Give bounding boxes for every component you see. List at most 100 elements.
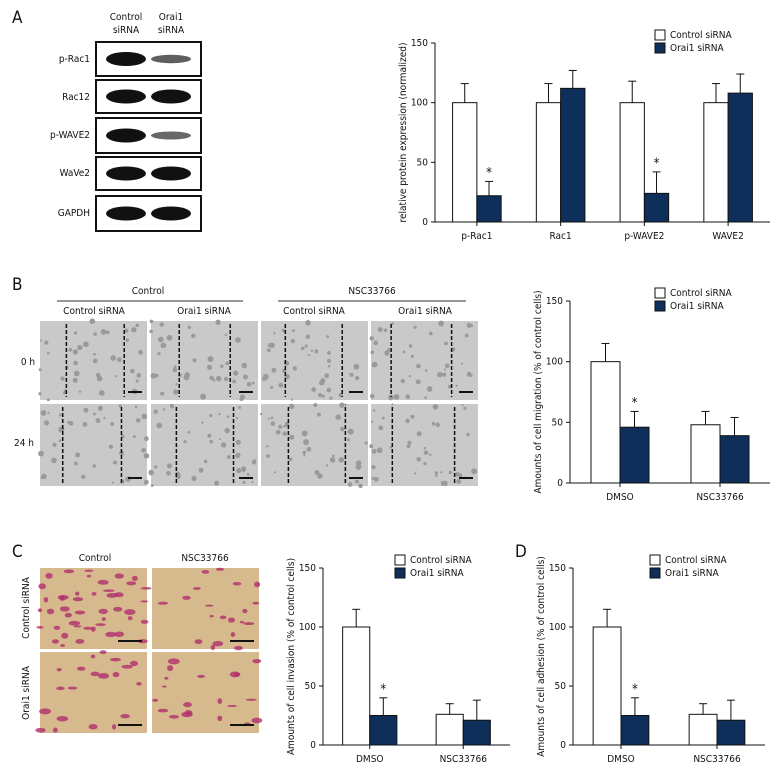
blot-band	[151, 131, 191, 140]
cell	[183, 374, 190, 381]
cell	[74, 610, 86, 615]
cell	[197, 674, 205, 679]
cell	[266, 445, 269, 448]
cell	[242, 480, 246, 484]
cell	[445, 363, 450, 369]
cell	[192, 587, 201, 590]
cell	[108, 444, 114, 449]
cell	[92, 464, 96, 468]
cell	[110, 422, 115, 426]
cell	[194, 639, 203, 645]
cell	[44, 340, 49, 345]
x-tick-label: DMSO	[607, 754, 635, 765]
cell	[149, 319, 154, 324]
cell	[36, 625, 44, 629]
blot-band	[106, 206, 146, 221]
significance: *	[380, 682, 386, 697]
cell	[303, 439, 310, 446]
cell	[68, 421, 74, 426]
y-axis-label: relative protein expression (normalized)	[398, 43, 409, 223]
cell	[46, 398, 50, 402]
significance: *	[632, 396, 638, 411]
bar	[452, 102, 478, 223]
cell	[448, 470, 453, 475]
cell	[90, 626, 96, 632]
cell	[209, 439, 213, 444]
cell	[415, 379, 421, 385]
cell	[226, 415, 230, 418]
cell	[97, 579, 109, 585]
cell	[327, 364, 331, 368]
y-tick-label: 0	[310, 740, 316, 751]
cell	[35, 727, 46, 733]
cell	[160, 391, 165, 396]
cell	[252, 601, 260, 605]
cell	[292, 366, 297, 371]
cell	[112, 460, 117, 465]
blot-column: siRNA	[158, 25, 185, 36]
cell	[40, 410, 47, 416]
legend-label: Control siRNA	[665, 555, 728, 566]
cell	[73, 360, 78, 366]
bar	[342, 626, 371, 746]
cell	[150, 372, 157, 379]
cell	[52, 442, 57, 447]
cell	[182, 595, 191, 600]
cell	[140, 587, 152, 590]
cell	[126, 581, 137, 586]
cell	[455, 384, 458, 387]
cell	[324, 373, 330, 379]
bar	[643, 192, 670, 223]
cell	[317, 473, 323, 479]
cell	[314, 470, 320, 475]
cell	[370, 350, 375, 355]
cell	[154, 373, 159, 378]
cell	[219, 615, 227, 620]
cell	[75, 452, 81, 458]
cell	[278, 382, 284, 388]
cell	[110, 355, 117, 361]
cell	[166, 463, 172, 469]
cell	[355, 376, 360, 381]
cell	[59, 606, 70, 612]
cell	[183, 702, 192, 708]
blot-band	[106, 89, 146, 104]
cell	[310, 349, 314, 352]
cell	[187, 325, 191, 329]
y-tick-label: 50	[305, 681, 317, 692]
cell	[105, 631, 117, 638]
cell	[326, 335, 330, 339]
cell	[95, 418, 101, 424]
cell	[270, 421, 276, 426]
blot-band	[106, 52, 146, 66]
cell	[218, 413, 221, 416]
cell	[140, 619, 149, 624]
cell	[72, 349, 78, 355]
cell	[461, 404, 464, 407]
cell	[209, 413, 213, 418]
cell	[235, 337, 241, 343]
cell	[408, 344, 413, 348]
cell	[246, 381, 252, 387]
blot-row: WaVe2	[60, 168, 90, 179]
cell	[157, 601, 169, 605]
cell	[127, 616, 133, 621]
bar	[590, 361, 621, 484]
cell	[119, 450, 124, 456]
cell	[83, 407, 89, 413]
cell	[267, 417, 270, 420]
cell	[235, 452, 241, 459]
cell	[53, 625, 61, 630]
cell	[423, 450, 429, 455]
cell	[111, 724, 117, 730]
cell	[241, 362, 248, 369]
bar	[619, 102, 645, 223]
cell	[52, 727, 58, 733]
cell	[135, 379, 139, 383]
x-tick-label: NSC33766	[693, 754, 741, 765]
blot-band	[106, 166, 146, 181]
cell	[39, 708, 52, 715]
cell	[88, 724, 98, 730]
cell	[281, 328, 286, 333]
